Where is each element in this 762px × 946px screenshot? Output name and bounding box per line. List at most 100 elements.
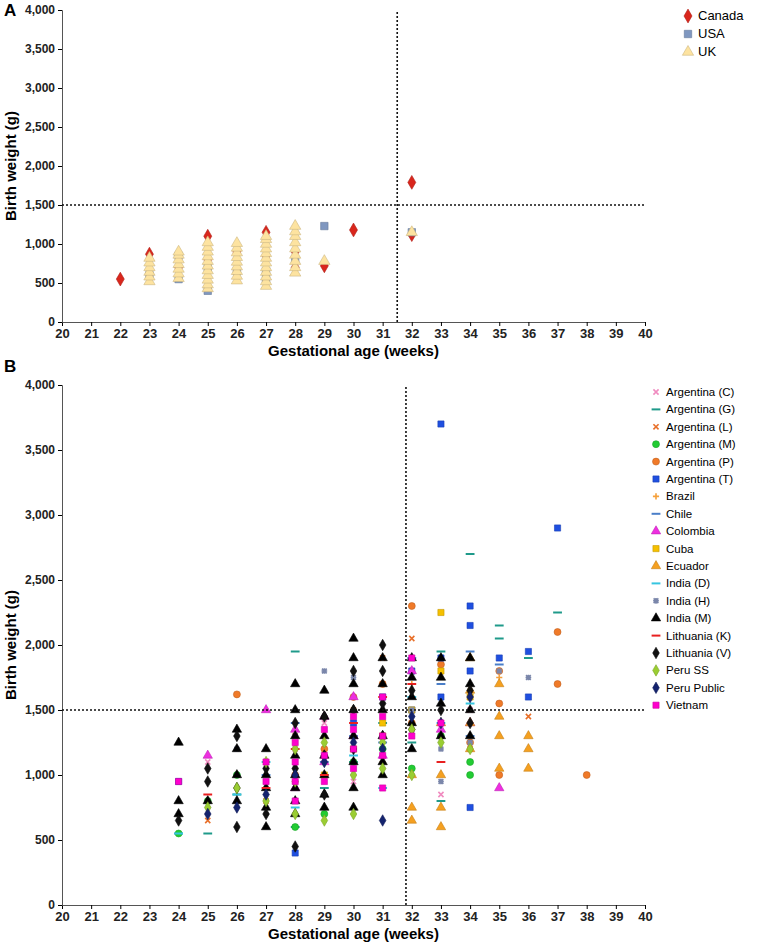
x-tick-label: 33	[434, 909, 448, 924]
legend-label: Argentina (T)	[666, 473, 733, 485]
legend-label: Canada	[698, 8, 744, 23]
point	[465, 653, 474, 661]
point	[292, 759, 298, 765]
point	[174, 796, 183, 804]
point	[263, 756, 270, 767]
point	[436, 822, 445, 830]
point	[292, 808, 299, 819]
x-tick: 22	[114, 322, 128, 341]
legend-marker	[653, 476, 659, 482]
y-tick-mark	[58, 710, 62, 711]
point	[351, 746, 356, 751]
y-tick: 0	[48, 315, 62, 329]
x-tick: 34	[463, 322, 478, 341]
x-tick: 39	[609, 322, 623, 341]
y-tick-mark	[58, 244, 62, 245]
x-tick: 31	[376, 322, 390, 341]
y-tick-mark	[58, 10, 62, 11]
x-tick-label: 37	[551, 909, 565, 924]
x-tick: 26	[230, 905, 244, 924]
x-tick: 28	[288, 905, 302, 924]
point	[467, 717, 474, 728]
x-tick: 30	[347, 905, 361, 924]
point	[320, 774, 329, 776]
point	[496, 700, 503, 707]
y-axis-title: Birth weight (g)	[2, 111, 19, 221]
legend-marker	[653, 458, 660, 465]
legend-marker	[651, 561, 660, 569]
y-tick-label: 2,000	[25, 159, 55, 173]
y-tick-label: 3,500	[25, 42, 55, 56]
point	[554, 681, 561, 688]
y-tick-label: 1,000	[25, 768, 55, 782]
point	[232, 770, 241, 778]
point	[408, 769, 415, 780]
point	[495, 783, 504, 791]
point	[524, 731, 533, 739]
point	[407, 802, 416, 810]
y-tick-mark	[58, 385, 62, 386]
y-tick-mark	[58, 905, 62, 906]
x-tick: 23	[143, 905, 157, 924]
point	[495, 711, 504, 719]
point	[234, 802, 241, 813]
point	[261, 822, 270, 830]
x-tick-label: 37	[551, 326, 565, 341]
point	[321, 789, 328, 800]
point	[380, 694, 386, 700]
y-tick-mark	[58, 840, 62, 841]
y-tick: 500	[35, 276, 62, 290]
reference-line	[396, 10, 398, 322]
x-tick-label: 36	[522, 326, 536, 341]
point	[438, 792, 443, 797]
legend-marker	[653, 598, 659, 604]
point	[438, 717, 445, 728]
legend-marker	[651, 613, 660, 621]
x-tick-label: 39	[609, 909, 623, 924]
point	[379, 763, 386, 774]
x-tick-label: 31	[376, 909, 390, 924]
point	[525, 648, 531, 654]
x-tick: 37	[551, 322, 565, 341]
point	[524, 763, 533, 771]
y-tick-mark	[58, 166, 62, 167]
x-tick-label: 26	[230, 909, 244, 924]
x-tick-label: 38	[580, 326, 594, 341]
legend-label: Argentina (L)	[666, 421, 733, 433]
point	[524, 744, 533, 752]
x-axis: 2021222324252627282930313233343536373839…	[55, 322, 652, 341]
point	[203, 794, 212, 796]
series	[321, 609, 473, 778]
point	[234, 730, 241, 741]
point	[496, 772, 503, 779]
point	[291, 796, 300, 804]
y-tick-mark	[58, 515, 62, 516]
legend-label: Peru SS	[666, 664, 709, 676]
point	[436, 770, 445, 778]
point	[349, 757, 358, 765]
x-tick: 39	[609, 905, 623, 924]
point	[260, 230, 271, 240]
x-tick: 36	[522, 322, 536, 341]
x-tick-label: 28	[288, 909, 302, 924]
x-tick: 20	[55, 905, 69, 924]
x-tick-label: 34	[463, 326, 478, 341]
x-tick-label: 32	[405, 326, 419, 341]
point	[495, 625, 504, 627]
y-tick: 1,000	[25, 768, 62, 782]
point	[350, 808, 357, 819]
point	[320, 802, 329, 810]
legend-label: Colombia	[666, 525, 715, 537]
y-tick-mark	[58, 88, 62, 89]
point	[408, 685, 415, 696]
point	[380, 733, 385, 738]
point	[291, 651, 300, 653]
point	[116, 272, 124, 286]
y-tick-mark	[58, 645, 62, 646]
x-tick: 40	[638, 905, 652, 924]
x-tick: 35	[493, 905, 507, 924]
series	[262, 652, 504, 776]
series	[144, 220, 418, 292]
x-tick-label: 23	[143, 909, 157, 924]
legend-marker	[684, 9, 692, 23]
